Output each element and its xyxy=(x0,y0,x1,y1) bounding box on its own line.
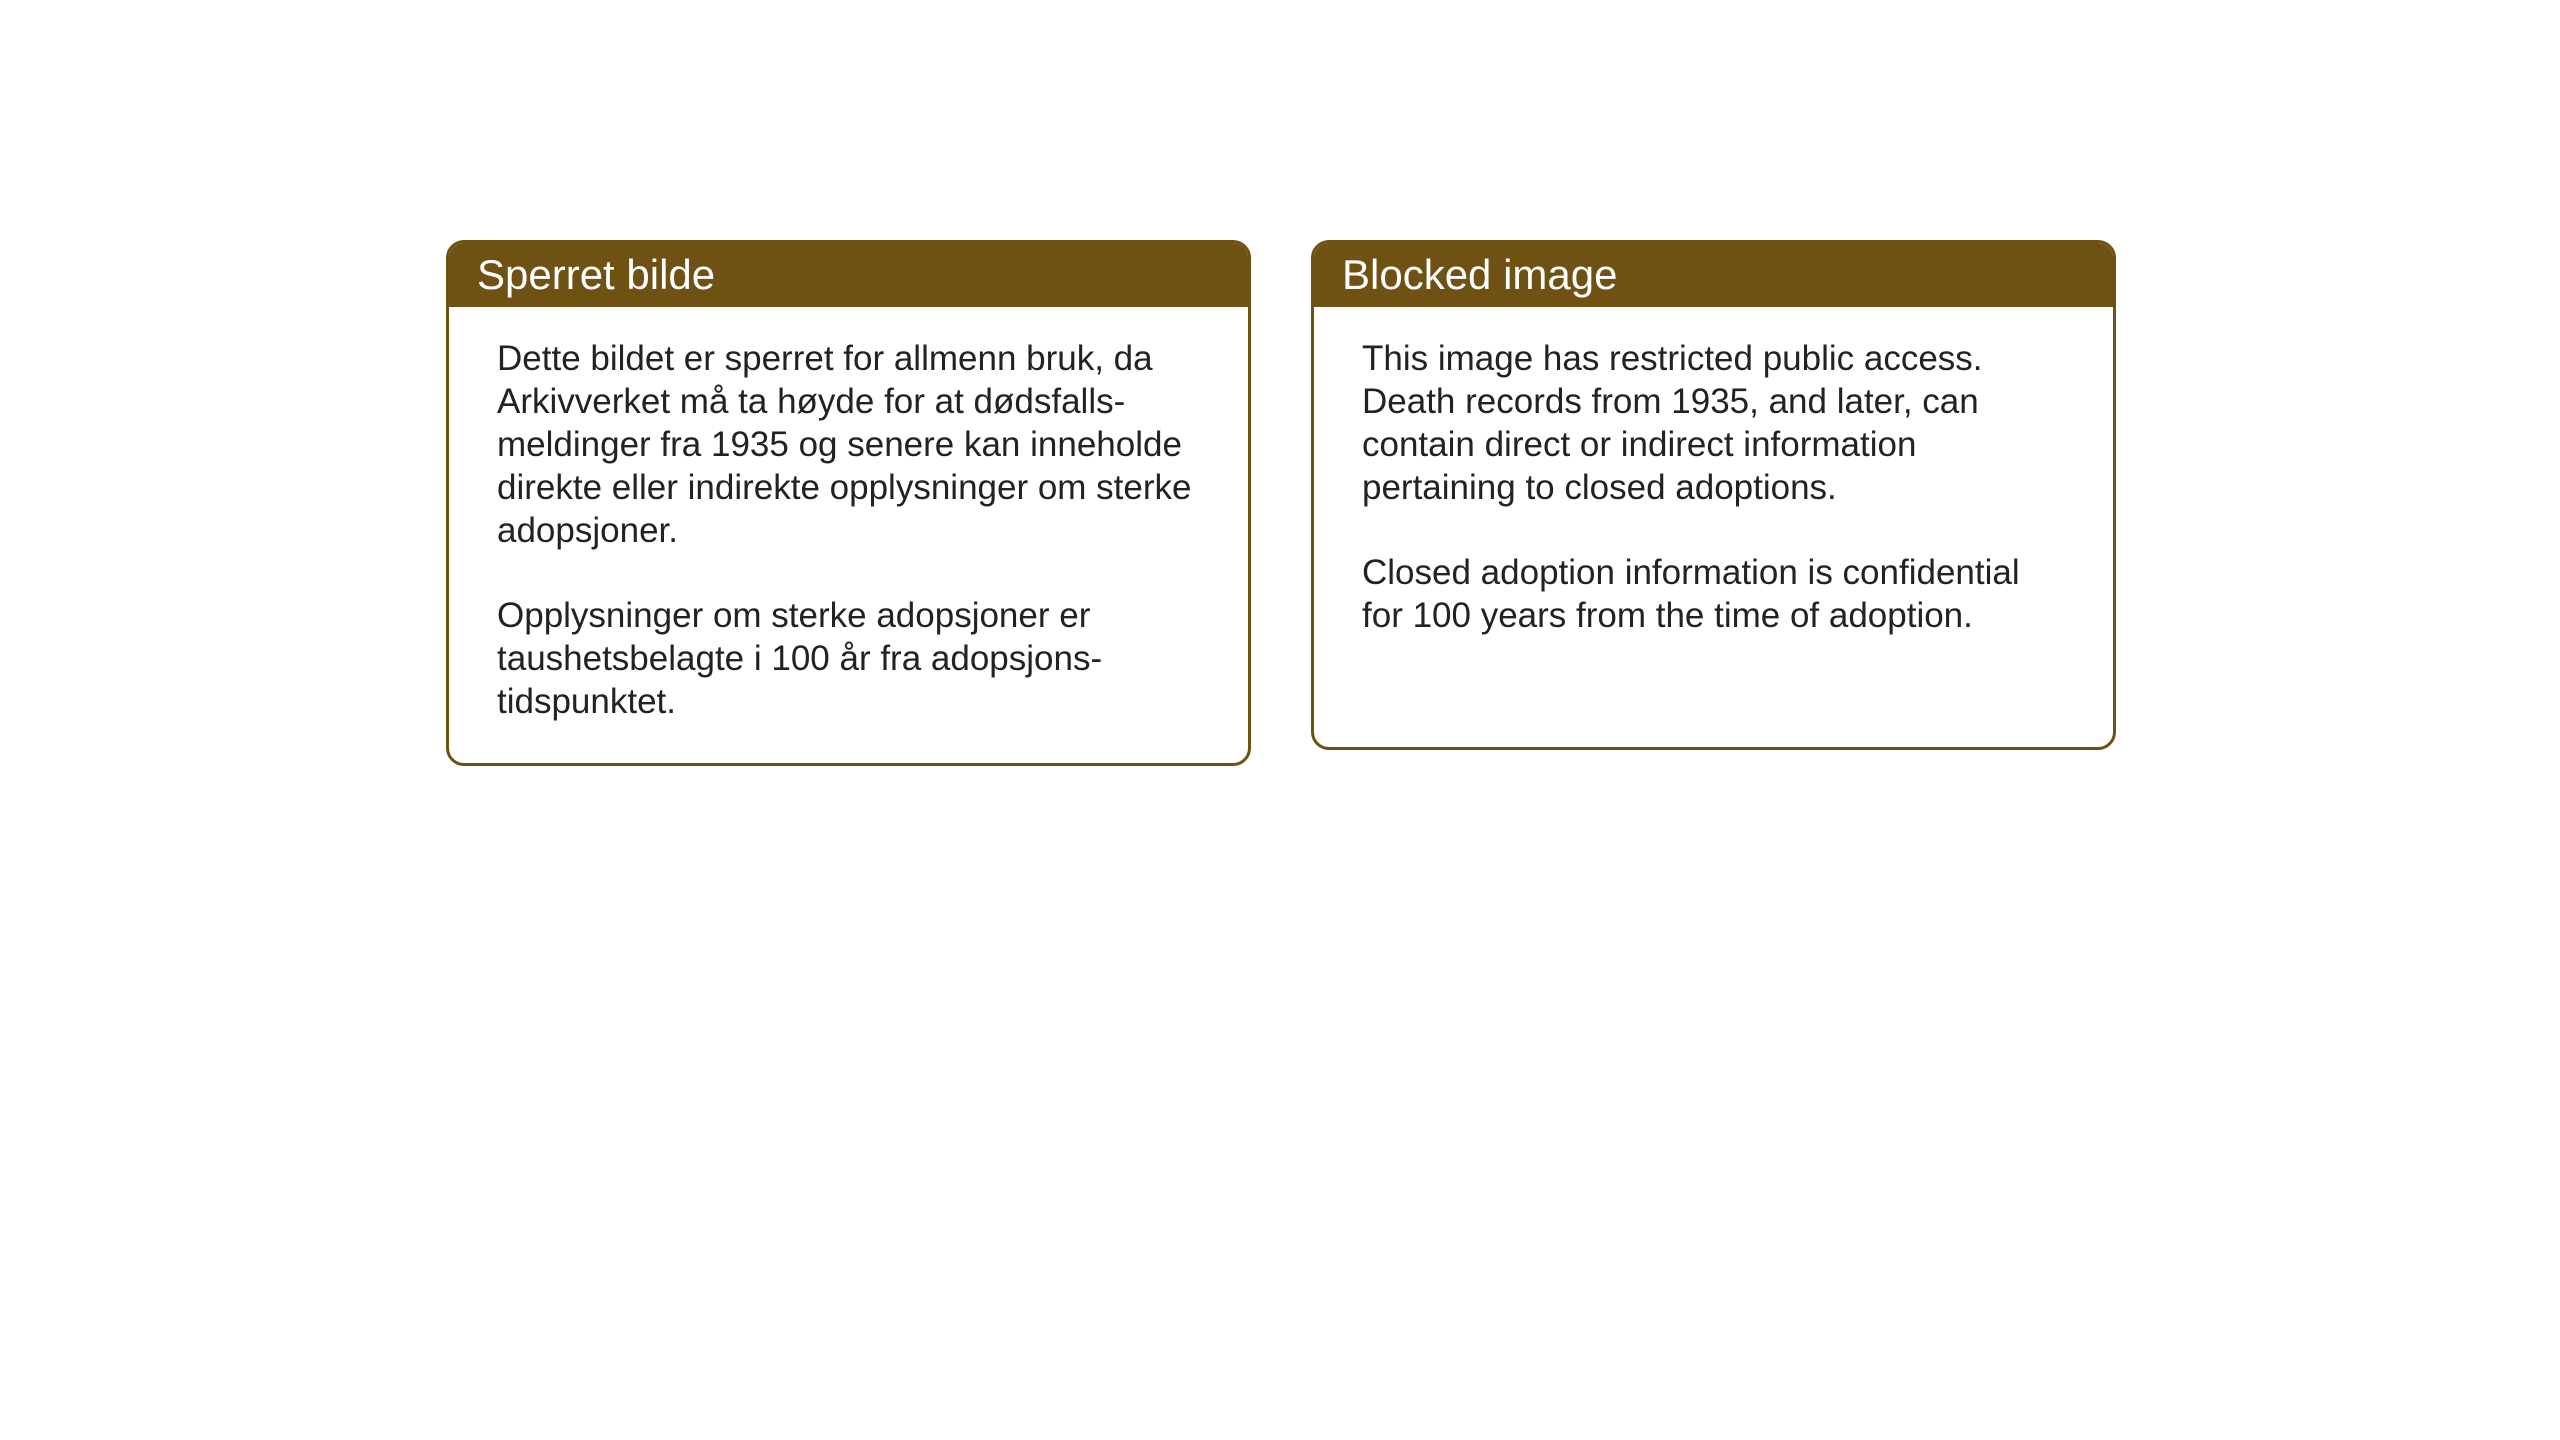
norwegian-paragraph-2: Opplysninger om sterke adopsjoner er tau… xyxy=(497,594,1200,723)
english-paragraph-2: Closed adoption information is confident… xyxy=(1362,551,2065,637)
english-card-body: This image has restricted public access.… xyxy=(1314,307,2113,677)
notice-container: Sperret bilde Dette bildet er sperret fo… xyxy=(446,240,2116,766)
norwegian-notice-card: Sperret bilde Dette bildet er sperret fo… xyxy=(446,240,1251,766)
norwegian-card-title: Sperret bilde xyxy=(449,243,1248,307)
english-card-title: Blocked image xyxy=(1314,243,2113,307)
norwegian-card-body: Dette bildet er sperret for allmenn bruk… xyxy=(449,307,1248,763)
norwegian-paragraph-1: Dette bildet er sperret for allmenn bruk… xyxy=(497,337,1200,552)
english-paragraph-1: This image has restricted public access.… xyxy=(1362,337,2065,509)
english-notice-card: Blocked image This image has restricted … xyxy=(1311,240,2116,750)
